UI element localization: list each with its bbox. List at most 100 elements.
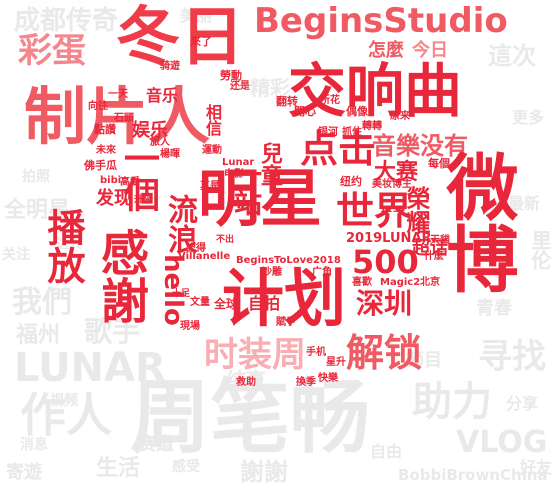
word: 精彩	[250, 76, 290, 100]
word: 佛手瓜	[84, 159, 117, 172]
word: 大赛	[374, 160, 419, 185]
word: 怎麼	[368, 40, 404, 61]
word: 勞動	[220, 69, 242, 82]
word: 福州	[16, 323, 61, 348]
word: 什麽	[424, 251, 444, 262]
word: 青春	[476, 298, 512, 319]
word: 作人	[20, 388, 112, 442]
word: 制片人	[24, 80, 211, 153]
word: 開心	[294, 105, 316, 118]
word: 银河	[318, 127, 338, 138]
word: 视频	[50, 393, 78, 409]
word: 最新	[508, 194, 541, 213]
word: 北京	[420, 277, 440, 288]
word: 发现	[96, 188, 132, 209]
word: 全明星	[4, 198, 71, 223]
word: 榮耀	[402, 186, 430, 234]
word: 文量	[190, 297, 210, 308]
word: 謝謝	[240, 458, 288, 486]
word: 里伦	[528, 230, 552, 270]
word: 救助	[236, 377, 256, 388]
word: 全球	[214, 297, 239, 311]
word: 纽约	[340, 175, 362, 188]
word: BeginsToLove2018	[236, 255, 341, 266]
word: Villanelle	[178, 251, 231, 262]
word: 纯享	[226, 368, 266, 392]
word: 記得	[186, 243, 206, 254]
word: 明星	[198, 162, 323, 235]
word: 世界	[336, 189, 413, 233]
word: 點讚	[94, 123, 116, 136]
word: 自拍	[248, 294, 281, 313]
word: 相信	[203, 104, 222, 136]
word: 手机	[306, 347, 326, 358]
word: 好友	[520, 458, 553, 477]
word: 交响曲	[288, 57, 463, 125]
word: Magic2	[380, 277, 421, 288]
word: 快樂	[318, 373, 338, 384]
word: 点击	[300, 127, 377, 171]
word: 現場	[180, 321, 200, 332]
word: 十足	[172, 289, 191, 299]
word: 微博	[434, 150, 518, 294]
word: 翻转	[276, 95, 298, 108]
word: 感受	[172, 459, 200, 475]
word: 分享	[506, 394, 539, 413]
word: 电影	[224, 169, 244, 180]
word: 歌手	[84, 315, 141, 348]
word: 這次	[488, 42, 536, 70]
word: 深圳	[356, 287, 413, 320]
word: 解锁	[346, 331, 423, 375]
word: LUNAR	[14, 345, 166, 391]
word: hello	[158, 254, 188, 326]
word: 每個	[428, 157, 450, 170]
word: Lunar	[222, 157, 255, 168]
word: 美妆博主	[372, 179, 412, 190]
word: 換季	[296, 377, 316, 388]
word: 时装周	[204, 335, 306, 375]
word: 我們	[12, 285, 72, 320]
word: 所花	[320, 95, 340, 106]
word: 一站	[230, 160, 263, 216]
word: 不出	[216, 235, 235, 245]
word: 娱乐	[132, 120, 168, 141]
word: 冬日	[116, 1, 244, 75]
word: 原来	[390, 111, 410, 122]
word: VLOG	[456, 425, 548, 460]
word: bibi	[100, 175, 122, 186]
word: 音樂没有	[372, 132, 468, 160]
word: 沙雕	[262, 267, 282, 278]
word: 自由	[370, 442, 403, 461]
word: 一天	[108, 89, 128, 100]
word: 升級	[134, 195, 153, 205]
word: 彩蛋	[18, 31, 86, 71]
word: 达人	[56, 237, 83, 252]
word: 500	[352, 243, 419, 281]
word: 運動	[202, 145, 222, 156]
word: 生活	[96, 456, 141, 481]
word: 成都传奇	[14, 6, 119, 36]
word: 播放	[41, 208, 85, 284]
word: 賦予	[276, 317, 296, 328]
word: 向往	[88, 101, 108, 112]
word: 未來	[96, 145, 116, 156]
word: 1234	[380, 205, 406, 215]
word: 关注	[2, 247, 30, 263]
word: 石頭	[114, 113, 134, 124]
word: 寻找	[478, 337, 546, 377]
word: 流浪	[162, 194, 197, 254]
word: BeginsStudio	[254, 1, 508, 41]
word: 赛道	[138, 434, 174, 455]
word: 旅人	[150, 137, 170, 148]
word: 一個	[118, 140, 159, 212]
word: 真是	[200, 181, 220, 192]
word: 计划	[222, 262, 347, 335]
word: 骑遊	[160, 61, 180, 72]
word: 超话	[412, 238, 448, 259]
word: 拍照	[22, 169, 50, 185]
word: 抓住	[342, 127, 362, 138]
word: 更多	[512, 108, 545, 127]
word: 音乐	[146, 86, 179, 105]
word: 感謝	[92, 228, 148, 324]
